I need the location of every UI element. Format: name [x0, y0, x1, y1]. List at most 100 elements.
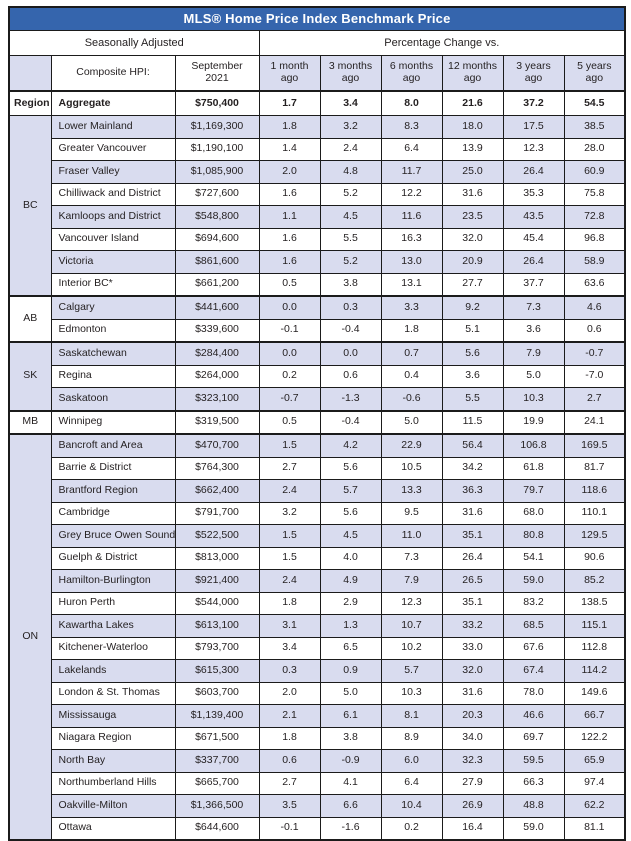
change-cell: 2.4: [258, 479, 321, 503]
change-cell: -0.4: [319, 318, 382, 343]
change-cell: 80.8: [502, 524, 565, 548]
change-cell: 6.6: [319, 794, 382, 818]
change-cell: 4.8: [319, 160, 382, 184]
area-name-cell: Bancroft and Area: [50, 433, 176, 458]
change-cell: 2.1: [258, 704, 321, 728]
change-cell: 12.3: [502, 137, 565, 161]
change-cell: 83.2: [502, 591, 565, 615]
change-cell: 24.1: [563, 409, 626, 435]
col-header-12-months: 12 months ago: [441, 55, 504, 92]
change-cell: 66.7: [563, 704, 626, 728]
table-row: Niagara Region $671,500 1.8 3.8 8.9 34.0 69.7 1…: [9, 726, 626, 750]
column-header-row: Composite HPI: September 2021 1 month ag…: [8, 55, 626, 92]
area-name-cell: Saskatchewan: [50, 341, 176, 366]
price-cell: $548,800: [174, 205, 260, 229]
area-name-cell: Guelph & District: [50, 546, 176, 570]
change-cell: 0.4: [380, 364, 443, 388]
change-cell: 48.8: [502, 794, 565, 818]
change-cell: 26.4: [441, 546, 504, 570]
price-cell: $662,400: [174, 479, 260, 503]
price-cell: $337,700: [174, 749, 260, 773]
change-cell: 1.6: [258, 250, 321, 274]
change-cell: 4.5: [319, 205, 382, 229]
table-row: Kamloops and District $548,800 1.1 4.5 11.6 2…: [9, 205, 626, 229]
change-cell: 1.5: [258, 433, 321, 458]
change-cell: 3.4: [319, 90, 382, 116]
table-row: Oakville-Milton $1,366,500 3.5 6.6 10.4 26.9 4…: [9, 794, 626, 818]
change-cell: 7.9: [502, 341, 565, 366]
price-cell: $613,100: [174, 614, 260, 638]
change-cell: 72.8: [563, 205, 626, 229]
table-row: BC Lower Mainland $1,169,300 1.8 3.2 8.3 18.0 1…: [8, 115, 626, 297]
area-name-cell: Greater Vancouver: [50, 137, 176, 161]
area-name-cell: Winnipeg: [50, 409, 176, 435]
table-row: Kitchener-Waterloo $793,700 3.4 6.5 10.2 33.0…: [9, 636, 626, 660]
table-row: Mississauga $1,139,400 2.1 6.1 8.1 20.3 46.6 66…: [9, 704, 626, 728]
area-name-cell: Victoria: [50, 250, 176, 274]
price-cell: $644,600: [174, 816, 260, 841]
change-cell: 1.3: [319, 614, 382, 638]
change-cell: 54.1: [502, 546, 565, 570]
change-cell: 0.5: [258, 409, 321, 435]
change-cell: 3.8: [319, 726, 382, 750]
change-cell: 37.2: [502, 90, 565, 116]
change-cell: 0.0: [258, 341, 321, 366]
change-cell: 110.1: [563, 501, 626, 525]
change-cell: 5.2: [319, 250, 382, 274]
change-cell: 2.0: [258, 681, 321, 705]
change-cell: 5.2: [319, 182, 382, 206]
table-row: AB Calgary $441,600 0.0 0.3 3.3 9.2 7.3 4.6: [8, 295, 626, 343]
change-cell: 1.8: [258, 591, 321, 615]
change-cell: 8.9: [380, 726, 443, 750]
change-cell: 32.0: [441, 659, 504, 683]
change-cell: 28.0: [563, 137, 626, 161]
change-cell: 8.1: [380, 704, 443, 728]
change-cell: 4.5: [319, 524, 382, 548]
change-cell: 4.0: [319, 546, 382, 570]
change-cell: 8.0: [380, 90, 443, 116]
area-name-cell: Aggregate: [50, 90, 176, 116]
change-cell: 65.9: [563, 749, 626, 773]
table-row: Edmonton $339,600 -0.1 -0.4 1.8 5.1 3.6 0.6: [9, 318, 626, 343]
area-name-cell: Chilliwack and District: [50, 182, 176, 206]
change-cell: 0.3: [258, 659, 321, 683]
change-cell: 56.4: [441, 433, 504, 458]
price-cell: $727,600: [174, 182, 260, 206]
change-cell: 22.9: [380, 433, 443, 458]
price-cell: $793,700: [174, 636, 260, 660]
change-cell: 81.1: [563, 816, 626, 841]
change-cell: 5.6: [319, 501, 382, 525]
change-cell: -0.1: [258, 318, 321, 343]
change-cell: 2.9: [319, 591, 382, 615]
change-cell: 0.0: [258, 295, 321, 320]
table-row: Cambridge $791,700 3.2 5.6 9.5 31.6 68.0 110.1: [9, 501, 626, 525]
col-header-1-month: 1 month ago: [258, 55, 321, 92]
price-cell: $921,400: [174, 569, 260, 593]
change-cell: 1.5: [258, 546, 321, 570]
change-cell: 13.9: [441, 137, 504, 161]
super-header-row: Seasonally Adjusted Percentage Change vs…: [8, 30, 626, 56]
change-cell: 2.0: [258, 160, 321, 184]
change-cell: 4.6: [563, 295, 626, 320]
change-cell: 6.4: [380, 137, 443, 161]
change-cell: 36.3: [441, 479, 504, 503]
area-name-cell: Grey Bruce Owen Sound: [50, 524, 176, 548]
price-cell: $661,200: [174, 272, 260, 297]
table-row: Huron Perth $544,000 1.8 2.9 12.3 35.1 83.2 138…: [9, 591, 626, 615]
price-cell: $323,100: [174, 387, 260, 411]
change-cell: 68.0: [502, 501, 565, 525]
change-cell: 10.4: [380, 794, 443, 818]
change-cell: 46.6: [502, 704, 565, 728]
table-row: North Bay $337,700 0.6 -0.9 6.0 32.3 59.5 65.9: [9, 749, 626, 773]
table-row: Victoria $861,600 1.6 5.2 13.0 20.9 26.4 58.9: [9, 250, 626, 274]
change-cell: 5.5: [441, 387, 504, 411]
change-cell: 32.3: [441, 749, 504, 773]
change-cell: 2.7: [258, 771, 321, 795]
area-name-cell: Kitchener-Waterloo: [50, 636, 176, 660]
change-cell: 62.2: [563, 794, 626, 818]
change-cell: 33.2: [441, 614, 504, 638]
change-cell: 3.8: [319, 272, 382, 297]
change-cell: 31.6: [441, 681, 504, 705]
change-cell: 25.0: [441, 160, 504, 184]
